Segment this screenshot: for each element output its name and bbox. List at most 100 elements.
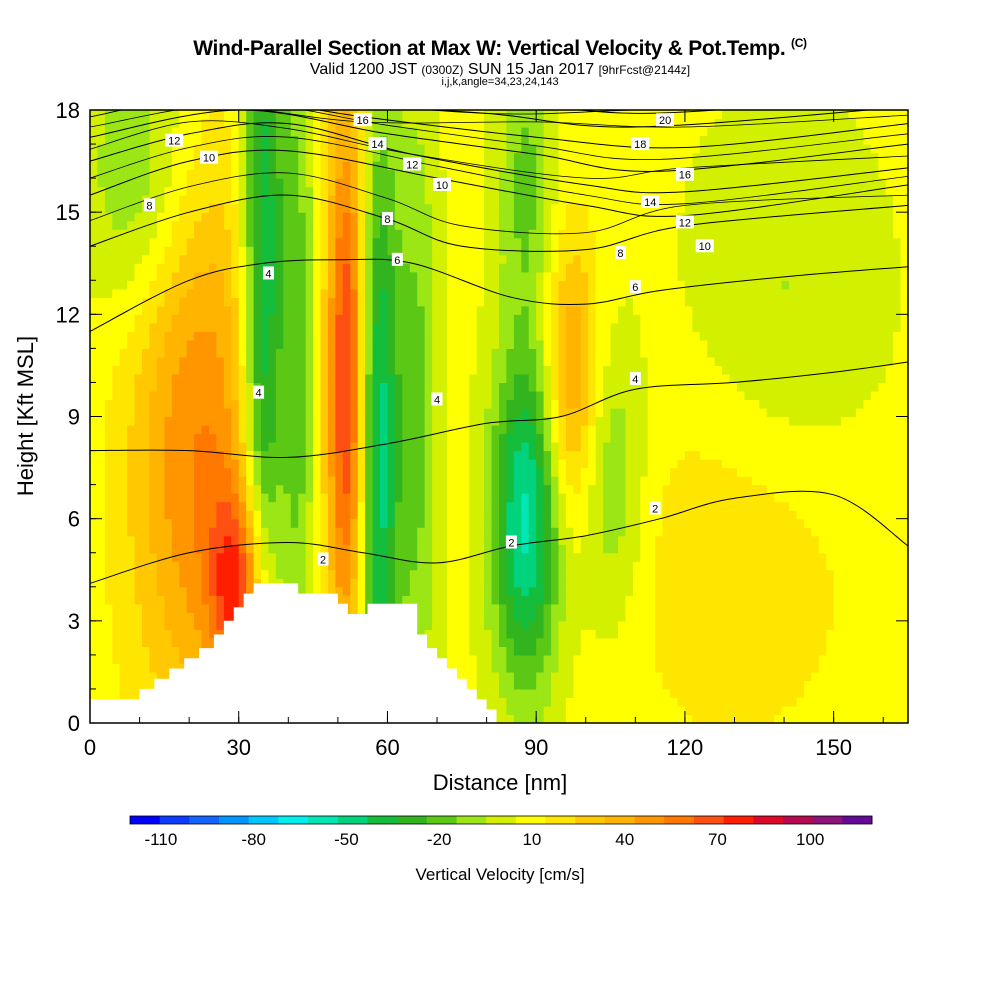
velocity-cell <box>565 365 574 375</box>
velocity-cell <box>268 373 277 383</box>
velocity-cell <box>275 518 284 528</box>
velocity-cell <box>551 476 560 486</box>
velocity-cell <box>558 569 567 579</box>
velocity-cell <box>603 552 612 562</box>
velocity-cell <box>201 356 210 366</box>
velocity-cell <box>439 373 448 383</box>
velocity-cell <box>275 501 284 511</box>
velocity-cell <box>543 714 552 723</box>
velocity-cell <box>290 186 299 196</box>
velocity-cell <box>335 569 344 579</box>
velocity-cell <box>394 365 403 375</box>
velocity-cell <box>134 331 143 341</box>
velocity-cell <box>595 433 604 443</box>
velocity-cell <box>305 578 314 588</box>
velocity-cell <box>543 603 552 613</box>
velocity-cell <box>97 561 106 571</box>
velocity-cell <box>417 569 426 579</box>
velocity-cell <box>194 110 203 120</box>
velocity-cell <box>194 586 203 596</box>
velocity-cell <box>97 688 106 698</box>
velocity-cell <box>156 195 165 205</box>
velocity-cell <box>469 373 478 383</box>
velocity-cell <box>536 118 545 128</box>
velocity-cell <box>357 484 366 494</box>
velocity-cell <box>164 169 173 179</box>
velocity-cell <box>484 391 493 401</box>
velocity-cell <box>402 271 411 281</box>
velocity-cell <box>231 373 240 383</box>
velocity-cell <box>558 391 567 401</box>
velocity-cell <box>290 510 299 520</box>
velocity-cell <box>558 561 567 571</box>
velocity-cell <box>223 110 232 120</box>
velocity-cell <box>209 510 217 520</box>
velocity-cell <box>261 501 269 511</box>
velocity-cell <box>149 476 158 486</box>
velocity-cell <box>290 373 299 383</box>
velocity-cell <box>253 271 262 281</box>
velocity-cell <box>268 229 277 239</box>
velocity-cell <box>461 135 470 145</box>
velocity-cell <box>454 288 463 298</box>
velocity-cell <box>380 382 388 392</box>
velocity-cell <box>417 586 426 596</box>
velocity-cell <box>565 391 574 401</box>
velocity-cell <box>521 399 530 409</box>
velocity-cell <box>253 373 262 383</box>
velocity-cell <box>134 288 143 298</box>
velocity-cell <box>231 212 240 222</box>
velocity-cell <box>164 620 173 630</box>
velocity-cell <box>142 535 151 545</box>
velocity-cell <box>238 161 247 171</box>
velocity-cell <box>580 450 589 460</box>
velocity-cell <box>372 467 381 477</box>
velocity-cell <box>231 356 240 366</box>
velocity-cell <box>588 714 597 723</box>
velocity-cell <box>476 493 485 503</box>
velocity-cell <box>409 442 418 452</box>
velocity-cell <box>387 178 396 188</box>
velocity-cell <box>476 144 485 154</box>
velocity-cell <box>521 637 530 647</box>
velocity-cell <box>536 220 545 230</box>
velocity-cell <box>104 229 113 239</box>
velocity-cell <box>186 288 195 298</box>
velocity-cell <box>469 629 478 639</box>
velocity-cell <box>432 169 441 179</box>
velocity-cell <box>565 654 574 664</box>
velocity-cell <box>97 305 106 315</box>
velocity-cell <box>142 297 151 307</box>
velocity-cell <box>446 254 455 264</box>
velocity-cell <box>209 535 217 545</box>
velocity-cell <box>119 527 128 537</box>
velocity-cell <box>402 578 411 588</box>
velocity-cell <box>223 493 232 503</box>
velocity-cell <box>603 697 612 707</box>
velocity-cell <box>201 450 210 460</box>
velocity-cell <box>558 254 567 264</box>
velocity-cell <box>506 484 515 494</box>
velocity-cell <box>357 493 366 503</box>
velocity-cell <box>186 373 195 383</box>
velocity-cell <box>558 288 567 298</box>
velocity-cell <box>350 535 359 545</box>
velocity-cell <box>164 382 173 392</box>
velocity-cell <box>104 493 113 503</box>
velocity-cell <box>179 220 188 230</box>
velocity-cell <box>380 373 388 383</box>
velocity-cell <box>469 263 478 273</box>
velocity-cell <box>320 178 329 188</box>
velocity-cell <box>112 391 121 401</box>
velocity-cell <box>565 322 574 332</box>
velocity-cell <box>499 297 507 307</box>
velocity-cell <box>432 595 441 605</box>
velocity-cell <box>528 127 537 137</box>
velocity-cell <box>528 365 537 375</box>
velocity-cell <box>372 229 381 239</box>
velocity-cell <box>432 373 441 383</box>
velocity-cell <box>603 646 612 656</box>
velocity-cell <box>335 373 344 383</box>
velocity-cell <box>357 416 366 426</box>
